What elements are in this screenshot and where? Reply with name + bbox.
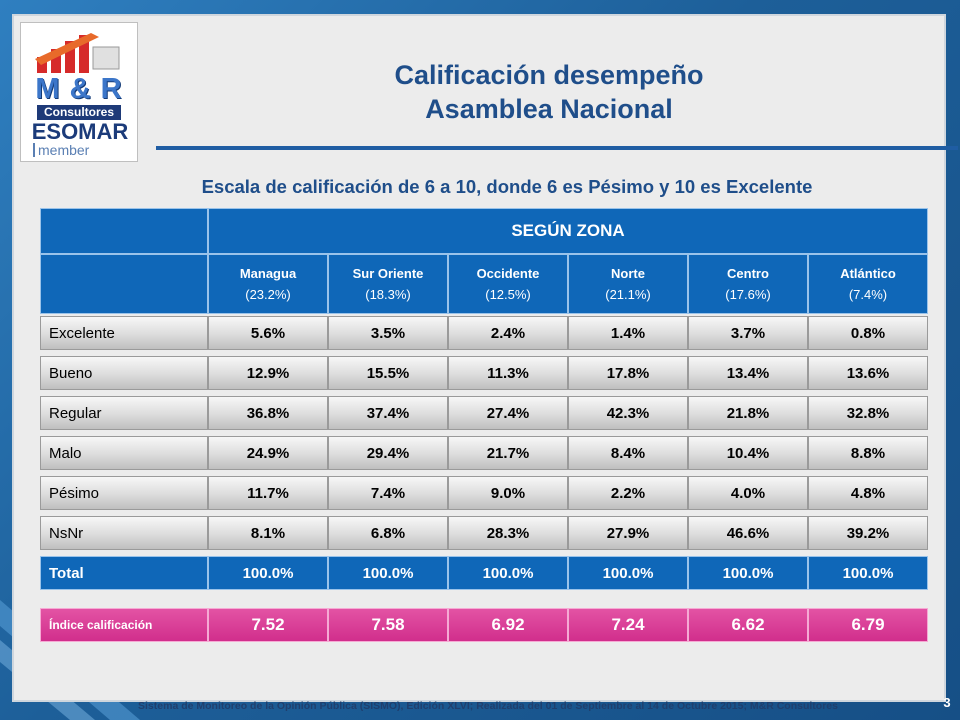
page-title: Calificación desempeño Asamblea Nacional bbox=[312, 58, 786, 126]
table-cell: 3.7% bbox=[688, 316, 808, 350]
table-cell: 42.3% bbox=[568, 396, 688, 430]
table-cell: 2.4% bbox=[448, 316, 568, 350]
column-header-name: Centro bbox=[727, 266, 769, 281]
total-cell: 100.0% bbox=[688, 556, 808, 590]
table-cell: 11.3% bbox=[448, 356, 568, 390]
table-cell: 27.4% bbox=[448, 396, 568, 430]
column-header: Sur Oriente (18.3%) bbox=[328, 254, 448, 314]
table-cell: 4.8% bbox=[808, 476, 928, 510]
table-cell: 9.0% bbox=[448, 476, 568, 510]
index-label: Índice calificación bbox=[40, 608, 208, 642]
total-cell: 100.0% bbox=[568, 556, 688, 590]
table-cell: 3.5% bbox=[328, 316, 448, 350]
table-corner-bottom bbox=[40, 254, 208, 314]
column-header-name: Atlántico bbox=[840, 266, 896, 281]
table-cell: 17.8% bbox=[568, 356, 688, 390]
row-label: Malo bbox=[40, 436, 208, 470]
table-cell: 21.8% bbox=[688, 396, 808, 430]
logo-company: Consultores bbox=[37, 105, 121, 120]
table-cell: 6.8% bbox=[328, 516, 448, 550]
table-cell: 32.8% bbox=[808, 396, 928, 430]
table-cell: 7.4% bbox=[328, 476, 448, 510]
total-cell: 100.0% bbox=[808, 556, 928, 590]
table-cell: 12.9% bbox=[208, 356, 328, 390]
total-label: Total bbox=[40, 556, 208, 590]
bar-chart-logo-icon bbox=[35, 33, 120, 73]
total-cell: 100.0% bbox=[448, 556, 568, 590]
index-cell: 6.79 bbox=[808, 608, 928, 642]
column-header-name: Occidente bbox=[476, 266, 540, 281]
table-cell: 36.8% bbox=[208, 396, 328, 430]
footer-source: Sistema de Monitoreo de la Opinión Públi… bbox=[138, 700, 838, 712]
total-cell: 100.0% bbox=[208, 556, 328, 590]
logo-org: ESOMAR bbox=[31, 119, 129, 144]
table-cell: 15.5% bbox=[328, 356, 448, 390]
zone-group-header: SEGÚN ZONA bbox=[208, 208, 928, 254]
table-cell: 11.7% bbox=[208, 476, 328, 510]
table-corner-top bbox=[40, 208, 208, 254]
table-cell: 13.4% bbox=[688, 356, 808, 390]
row-label: NsNr bbox=[40, 516, 208, 550]
title-divider bbox=[156, 146, 958, 150]
table-cell: 5.6% bbox=[208, 316, 328, 350]
index-cell: 7.52 bbox=[208, 608, 328, 642]
table-cell: 10.4% bbox=[688, 436, 808, 470]
column-header: Centro (17.6%) bbox=[688, 254, 808, 314]
table-cell: 39.2% bbox=[808, 516, 928, 550]
table-cell: 8.4% bbox=[568, 436, 688, 470]
table-cell: 13.6% bbox=[808, 356, 928, 390]
company-logo: M & R Consultores ESOMAR member bbox=[20, 22, 138, 162]
table-cell: 8.1% bbox=[208, 516, 328, 550]
column-header-share: (23.2%) bbox=[245, 287, 291, 302]
table-cell: 0.8% bbox=[808, 316, 928, 350]
table-cell: 37.4% bbox=[328, 396, 448, 430]
table-cell: 21.7% bbox=[448, 436, 568, 470]
table-cell: 8.8% bbox=[808, 436, 928, 470]
logo-member: member bbox=[33, 143, 89, 157]
table-cell: 27.9% bbox=[568, 516, 688, 550]
column-header-share: (18.3%) bbox=[365, 287, 411, 302]
table-cell: 4.0% bbox=[688, 476, 808, 510]
row-label: Excelente bbox=[40, 316, 208, 350]
column-header-share: (12.5%) bbox=[485, 287, 531, 302]
column-header-name: Sur Oriente bbox=[352, 266, 424, 281]
table-cell: 2.2% bbox=[568, 476, 688, 510]
table-cell: 28.3% bbox=[448, 516, 568, 550]
row-label: Bueno bbox=[40, 356, 208, 390]
index-cell: 7.58 bbox=[328, 608, 448, 642]
table-cell: 46.6% bbox=[688, 516, 808, 550]
row-label: Pésimo bbox=[40, 476, 208, 510]
column-header: Norte (21.1%) bbox=[568, 254, 688, 314]
title-line-2: Asamblea Nacional bbox=[425, 94, 673, 124]
total-cell: 100.0% bbox=[328, 556, 448, 590]
column-header: Managua (23.2%) bbox=[208, 254, 328, 314]
table-cell: 1.4% bbox=[568, 316, 688, 350]
column-header-share: (17.6%) bbox=[725, 287, 771, 302]
column-header-share: (21.1%) bbox=[605, 287, 651, 302]
title-line-1: Calificación desempeño bbox=[394, 60, 704, 90]
column-header: Occidente (12.5%) bbox=[448, 254, 568, 314]
index-cell: 6.62 bbox=[688, 608, 808, 642]
table-cell: 24.9% bbox=[208, 436, 328, 470]
column-header-share: (7.4%) bbox=[848, 287, 888, 302]
row-label: Regular bbox=[40, 396, 208, 430]
index-cell: 7.24 bbox=[568, 608, 688, 642]
page-subtitle: Escala de calificación de 6 a 10, donde … bbox=[201, 176, 813, 197]
index-cell: 6.92 bbox=[448, 608, 568, 642]
column-header: Atlántico (7.4%) bbox=[808, 254, 928, 314]
logo-brand: M & R bbox=[35, 73, 123, 105]
column-header-name: Managua bbox=[239, 266, 297, 281]
page-number: 3 bbox=[943, 695, 951, 710]
column-header-name: Norte bbox=[611, 266, 645, 281]
table-cell: 29.4% bbox=[328, 436, 448, 470]
